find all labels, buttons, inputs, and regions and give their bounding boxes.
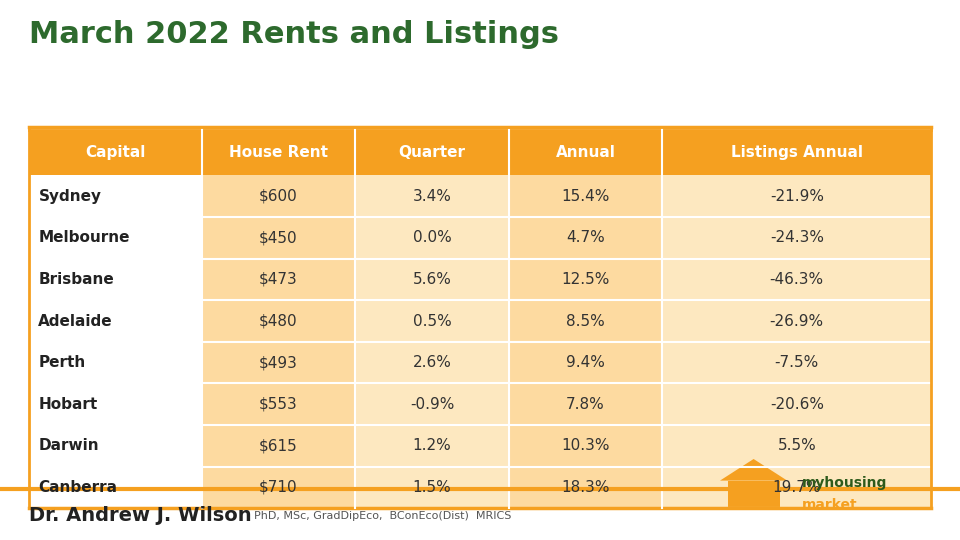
Bar (662, 467, 931, 508)
Bar (662, 176, 931, 217)
Text: Quarter: Quarter (398, 145, 466, 160)
Text: 1.2%: 1.2% (413, 438, 451, 453)
Polygon shape (720, 459, 787, 481)
Bar (662, 217, 931, 259)
Text: Adelaide: Adelaide (38, 314, 113, 328)
Text: 15.4%: 15.4% (562, 189, 610, 204)
Bar (509, 176, 662, 217)
Text: $600: $600 (259, 189, 298, 204)
Text: $473: $473 (259, 272, 298, 287)
Text: $450: $450 (259, 231, 298, 245)
Bar (509, 342, 662, 383)
Text: $553: $553 (259, 397, 298, 411)
Bar (662, 259, 931, 300)
Bar (728, 481, 780, 508)
Bar (29, 259, 202, 300)
Text: -26.9%: -26.9% (770, 314, 824, 328)
Text: -46.3%: -46.3% (770, 272, 824, 287)
Text: 10.3%: 10.3% (562, 438, 610, 453)
Bar (29, 130, 931, 176)
Text: 1.5%: 1.5% (413, 480, 451, 495)
Bar (202, 259, 355, 300)
Bar (355, 176, 509, 217)
Text: 4.7%: 4.7% (566, 231, 605, 245)
Bar (355, 342, 509, 383)
Bar (509, 383, 662, 425)
Bar (509, 467, 662, 508)
Text: market: market (802, 498, 857, 512)
Text: 18.3%: 18.3% (562, 480, 610, 495)
Bar (355, 425, 509, 467)
Bar (355, 300, 509, 342)
Bar (202, 467, 355, 508)
Bar (29, 300, 202, 342)
Bar (509, 217, 662, 259)
Text: Canberra: Canberra (38, 480, 117, 495)
Text: -7.5%: -7.5% (775, 355, 819, 370)
Text: 0.0%: 0.0% (413, 231, 451, 245)
Text: Perth: Perth (38, 355, 85, 370)
Text: Dr. Andrew J. Wilson: Dr. Andrew J. Wilson (29, 506, 252, 525)
Text: 7.8%: 7.8% (566, 397, 605, 411)
Text: -0.9%: -0.9% (410, 397, 454, 411)
Bar (662, 383, 931, 425)
Text: 8.5%: 8.5% (566, 314, 605, 328)
Bar (202, 383, 355, 425)
Text: $480: $480 (259, 314, 298, 328)
Text: -21.9%: -21.9% (770, 189, 824, 204)
Text: $710: $710 (259, 480, 298, 495)
Bar (509, 300, 662, 342)
Text: 9.4%: 9.4% (566, 355, 605, 370)
Bar (202, 342, 355, 383)
Bar (202, 300, 355, 342)
Text: Annual: Annual (556, 145, 615, 160)
Text: Capital: Capital (85, 145, 145, 160)
Bar (202, 217, 355, 259)
Text: PhD, MSc, GradDipEco,  BConEco(Dist)  MRICS: PhD, MSc, GradDipEco, BConEco(Dist) MRIC… (254, 511, 512, 521)
Bar (662, 300, 931, 342)
Bar (29, 467, 202, 508)
Bar (509, 425, 662, 467)
Bar (202, 176, 355, 217)
Text: House Rent: House Rent (228, 145, 328, 160)
Text: 3.4%: 3.4% (413, 189, 451, 204)
Text: 2.6%: 2.6% (413, 355, 451, 370)
Bar (29, 425, 202, 467)
Text: 5.5%: 5.5% (778, 438, 816, 453)
Text: -24.3%: -24.3% (770, 231, 824, 245)
Text: $493: $493 (259, 355, 298, 370)
Bar (29, 342, 202, 383)
Text: -20.6%: -20.6% (770, 397, 824, 411)
Text: March 2022 Rents and Listings: March 2022 Rents and Listings (29, 19, 559, 49)
Bar (355, 217, 509, 259)
Bar (29, 217, 202, 259)
Bar (662, 425, 931, 467)
Bar (355, 259, 509, 300)
Bar (355, 467, 509, 508)
Text: 19.7%: 19.7% (773, 480, 821, 495)
Bar (29, 176, 202, 217)
Bar (662, 342, 931, 383)
Bar (355, 383, 509, 425)
Text: Darwin: Darwin (38, 438, 99, 453)
Bar (29, 383, 202, 425)
Bar (202, 425, 355, 467)
Text: $615: $615 (259, 438, 298, 453)
Text: 0.5%: 0.5% (413, 314, 451, 328)
Text: Listings Annual: Listings Annual (731, 145, 863, 160)
Text: Brisbane: Brisbane (38, 272, 114, 287)
Text: 12.5%: 12.5% (562, 272, 610, 287)
Bar (509, 259, 662, 300)
Text: myhousing: myhousing (802, 476, 887, 490)
Text: 5.6%: 5.6% (413, 272, 451, 287)
Text: Hobart: Hobart (38, 397, 98, 411)
Text: Melbourne: Melbourne (38, 231, 130, 245)
Text: Sydney: Sydney (38, 189, 102, 204)
